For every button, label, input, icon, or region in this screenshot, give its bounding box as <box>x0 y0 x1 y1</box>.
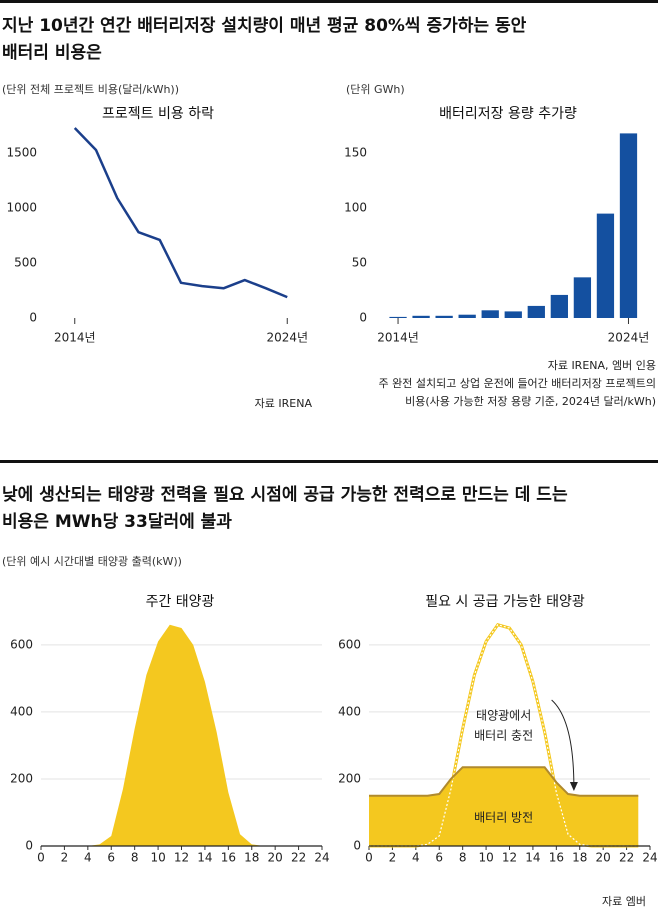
y-tick-label: 1000 <box>6 201 37 215</box>
y-tick-label: 150 <box>344 146 367 160</box>
unit-label: (단위 GWh) <box>346 83 405 96</box>
top-rule <box>0 0 658 3</box>
x-tick-label: 2024년 <box>266 331 308 345</box>
x-tick-label: 14 <box>197 851 212 865</box>
x-tick-label: 10 <box>478 851 493 865</box>
supply-area <box>369 767 639 846</box>
x-tick-label: 2 <box>61 851 69 865</box>
bar <box>481 310 499 318</box>
arrow-head <box>569 782 578 791</box>
x-tick-label: 10 <box>150 851 165 865</box>
unit-label: (단위 전체 프로젝트 비용(달러/kWh)) <box>2 83 179 96</box>
x-tick-label: 20 <box>596 851 611 865</box>
x-tick-label: 18 <box>572 851 587 865</box>
x-tick-label: 2014년 <box>54 331 96 345</box>
annotation: 태양광에서 <box>476 709 531 723</box>
y-tick-label: 400 <box>338 704 361 718</box>
x-tick-label: 4 <box>412 851 420 865</box>
x-tick-label: 4 <box>84 851 92 865</box>
unit-label: (단위 예시 시간대별 태양광 출력(kW)) <box>2 555 182 568</box>
chart-title: 배터리저장 용량 추가량 <box>439 106 577 122</box>
x-tick-label: 22 <box>619 851 634 865</box>
x-tick-label: 6 <box>107 851 115 865</box>
y-tick-label: 400 <box>10 704 33 718</box>
bar <box>527 305 545 318</box>
headline: 배터리 비용은 <box>2 43 102 63</box>
y-tick-label: 0 <box>25 839 33 853</box>
y-tick-label: 500 <box>14 256 37 270</box>
source: 자료 IRENA <box>255 397 313 410</box>
bar <box>573 277 592 318</box>
x-tick-label: 2024년 <box>608 331 650 345</box>
headline: 지난 10년간 연간 배터리저장 설치량이 매년 평균 80%씩 증가하는 동안 <box>2 16 527 36</box>
y-tick-label: 600 <box>338 637 361 651</box>
source: 자료 IRENA, 엠버 인용 <box>548 359 656 372</box>
headline: 비용은 MWh당 33달러에 불과 <box>2 511 232 532</box>
gap <box>0 420 658 460</box>
y-tick-label: 0 <box>359 311 367 325</box>
x-tick-label: 2014년 <box>377 331 419 345</box>
x-tick-label: 8 <box>131 851 139 865</box>
x-tick-label: 0 <box>37 851 45 865</box>
area <box>41 624 311 846</box>
x-tick-label: 6 <box>435 851 443 865</box>
y-tick-label: 1500 <box>6 146 37 160</box>
x-tick-label: 12 <box>174 851 189 865</box>
x-tick-label: 20 <box>268 851 283 865</box>
line <box>73 127 288 299</box>
x-tick-label: 16 <box>221 851 236 865</box>
bar <box>619 133 638 318</box>
y-tick-label: 0 <box>353 839 361 853</box>
y-tick-label: 100 <box>344 201 367 215</box>
y-tick-label: 200 <box>10 771 33 785</box>
x-tick-label: 24 <box>642 851 657 865</box>
source: 자료 엠버 <box>602 895 646 908</box>
bar <box>596 213 615 318</box>
x-tick-label: 8 <box>459 851 467 865</box>
chart-title: 주간 태양광 <box>146 594 215 610</box>
bar <box>504 311 522 318</box>
arrow <box>551 699 575 789</box>
annotation: 배터리 방전 <box>474 811 533 825</box>
x-tick-label: 2 <box>389 851 397 865</box>
x-tick-label: 12 <box>502 851 517 865</box>
x-tick-label: 18 <box>244 851 259 865</box>
y-tick-label: 0 <box>29 311 37 325</box>
note: 비용(사용 가능한 저장 용량 기준, 2024년 달러/kWh) <box>405 395 656 408</box>
bar <box>435 315 453 318</box>
x-tick-label: 24 <box>314 851 329 865</box>
y-tick-label: 600 <box>10 637 33 651</box>
chart-title: 프로젝트 비용 하락 <box>102 106 214 122</box>
y-tick-label: 200 <box>338 771 361 785</box>
note: 주 완전 설치되고 상업 운전에 들어간 배터리저장 프로젝트의 <box>379 377 656 390</box>
x-tick-label: 22 <box>291 851 306 865</box>
x-tick-label: 16 <box>549 851 564 865</box>
supply-line <box>369 766 639 797</box>
section-rule <box>0 460 658 463</box>
annotation: 배터리 충전 <box>474 729 533 743</box>
y-tick-label: 50 <box>352 256 367 270</box>
bar <box>458 314 476 318</box>
bar <box>389 316 407 318</box>
chart-title: 필요 시 공급 가능한 태양광 <box>425 594 585 610</box>
x-tick-label: 14 <box>525 851 540 865</box>
bar <box>412 315 430 318</box>
bar <box>550 294 568 318</box>
x-tick-label: 0 <box>365 851 373 865</box>
headline: 낮에 생산되는 태양광 전력을 필요 시점에 공급 가능한 전력으로 만드는 데… <box>2 485 568 505</box>
